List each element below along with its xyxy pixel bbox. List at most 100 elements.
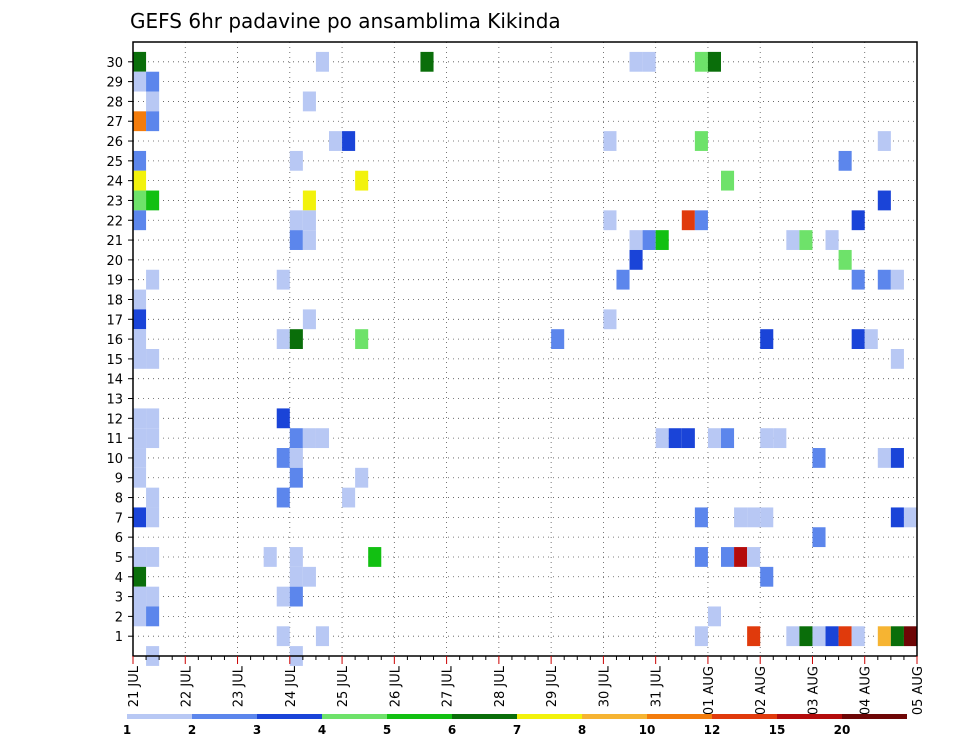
- precip-cell: [315, 428, 329, 449]
- precip-cell: [877, 269, 891, 290]
- precip-cell: [133, 507, 147, 528]
- precip-cell: [342, 131, 356, 151]
- precip-cell: [877, 190, 891, 211]
- precip-cell: [289, 547, 303, 567]
- x-tick-label: 27 JUL: [441, 665, 456, 707]
- x-tick-label: 26 JUL: [388, 665, 403, 707]
- colorbar-swatch: [322, 714, 387, 719]
- precip-cell: [289, 329, 303, 349]
- precip-cell: [760, 507, 774, 528]
- y-tick-label: 3: [115, 591, 123, 606]
- precip-cell: [773, 428, 787, 449]
- precip-cell: [133, 329, 147, 349]
- precip-cell: [655, 230, 669, 250]
- colorbar-swatch: [387, 714, 452, 719]
- precip-cell: [603, 210, 617, 231]
- precip-cell: [642, 51, 656, 72]
- precip-cell: [786, 230, 800, 250]
- colorbar-label: 20: [834, 723, 851, 737]
- x-tick-label: 30 JUL: [597, 665, 612, 707]
- precip-cell: [146, 91, 160, 112]
- precip-cell: [838, 150, 852, 171]
- precip-cell: [851, 210, 865, 231]
- x-tick-label: 25 JUL: [336, 665, 351, 707]
- precip-cell: [851, 269, 865, 290]
- precip-cell: [133, 289, 147, 310]
- y-tick-label: 25: [106, 155, 123, 170]
- precip-cell: [146, 487, 160, 508]
- precip-cell: [133, 428, 147, 449]
- y-tick-label: 26: [106, 135, 123, 150]
- precip-cell: [133, 448, 147, 468]
- precip-cell: [825, 626, 839, 647]
- precip-cell: [146, 586, 160, 607]
- x-tick-label: 31 JUL: [650, 665, 665, 707]
- precip-cell: [355, 329, 369, 349]
- y-tick-label: 22: [106, 214, 123, 229]
- precip-cell: [133, 586, 147, 607]
- colorbar-swatch: [712, 714, 777, 719]
- x-tick-label: 05 AUG: [911, 666, 926, 715]
- precip-cell: [707, 428, 721, 449]
- y-tick-label: 10: [106, 452, 123, 467]
- precip-cell: [642, 230, 656, 250]
- precip-cell: [289, 150, 303, 171]
- y-tick-label: 9: [115, 472, 123, 487]
- y-tick-label: 18: [106, 293, 123, 308]
- colorbar-swatch: [192, 714, 257, 719]
- y-tick-label: 23: [106, 194, 123, 209]
- precip-cell: [890, 349, 904, 369]
- x-tick-label: 03 AUG: [807, 666, 822, 715]
- precip-cell: [146, 269, 160, 290]
- colorbar-label: 4: [318, 723, 326, 737]
- precip-cell: [133, 170, 147, 191]
- precip-cell: [289, 428, 303, 449]
- precip-cell: [315, 51, 329, 72]
- precip-cell: [903, 507, 917, 528]
- precip-cell: [616, 269, 630, 290]
- x-tick-label: 01 AUG: [702, 666, 717, 715]
- precip-cell: [799, 230, 813, 250]
- precip-cell: [302, 210, 316, 231]
- y-tick-label: 15: [106, 353, 123, 368]
- colorbar-label: 10: [639, 723, 656, 737]
- colorbar-swatch: [517, 714, 582, 719]
- precip-cell: [133, 467, 147, 488]
- precip-cell: [276, 586, 290, 607]
- precip-cell: [812, 448, 826, 468]
- precip-cell: [838, 249, 852, 270]
- precip-cell: [329, 131, 343, 151]
- precip-cell: [629, 249, 643, 270]
- precip-cell: [133, 51, 147, 72]
- precip-cell: [302, 566, 316, 587]
- precip-cell: [146, 408, 160, 429]
- precip-cell: [668, 428, 682, 449]
- precip-cell: [747, 547, 761, 567]
- precip-cell: [289, 448, 303, 468]
- precip-cell: [694, 210, 708, 231]
- x-tick-label: 04 AUG: [859, 666, 874, 715]
- precip-cell: [603, 309, 617, 330]
- colorbar-label: 8: [578, 723, 586, 737]
- colorbar-label: 15: [769, 723, 786, 737]
- y-tick-label: 7: [115, 511, 123, 526]
- precip-cell: [133, 606, 147, 627]
- colorbar: 1 2 3 4 5 6 7 8 10 12 15 20: [123, 714, 907, 737]
- precip-cell: [629, 51, 643, 72]
- precip-cell: [289, 230, 303, 250]
- precip-cell: [812, 626, 826, 647]
- colorbar-swatch: [842, 714, 907, 719]
- x-tick-label: 24 JUL: [284, 665, 299, 707]
- precip-cell: [747, 507, 761, 528]
- precip-cell: [721, 428, 735, 449]
- precip-cell: [289, 210, 303, 231]
- precip-cell: [721, 547, 735, 567]
- precip-cell: [289, 586, 303, 607]
- precip-cell: [133, 566, 147, 587]
- precip-cell: [133, 150, 147, 171]
- precip-cell: [812, 527, 826, 548]
- y-tick-label: 13: [106, 393, 123, 408]
- y-tick-label: 19: [106, 274, 123, 289]
- precip-cell: [133, 71, 147, 92]
